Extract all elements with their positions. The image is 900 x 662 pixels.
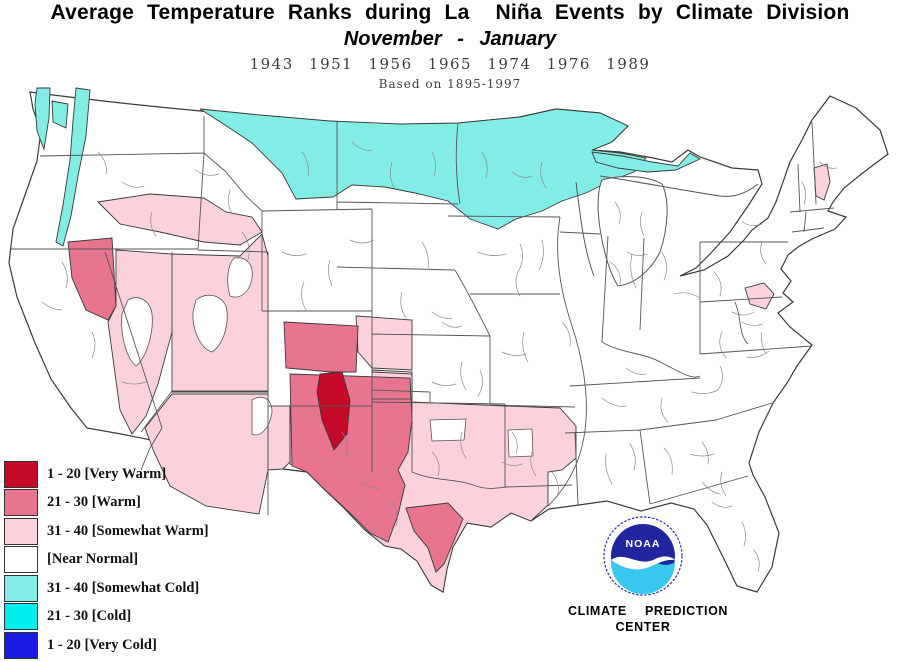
noaa-logo-text: NOAA [626,538,661,550]
region-michigan-up [591,151,701,173]
legend-label: [Near Normal] [47,551,139,568]
legend-label: 21 - 30 [Cold] [47,608,132,625]
legend-label: 21 - 30 [Warm] [47,494,141,511]
region-nm-white-patch [251,396,273,436]
region-utah-white-patch-2 [227,257,253,298]
region-washington-coast [34,87,51,151]
legend-row-warm: 21 - 30 [Warm] [4,489,209,517]
legend-swatch-cold [4,603,38,631]
region-west-central-colorado [283,321,359,373]
region-puget-sound [51,100,69,129]
page-title: Average Temperature Ranks during La Niña… [50,1,850,24]
region-northwest-nevada [67,237,117,321]
legend-swatch-somewhat-cold [4,574,38,602]
legend-row-very-cold: 1 - 20 [Very Cold] [4,632,209,660]
region-nevada-white-patch [121,297,153,367]
noaa-block: NOAA CLIMATE PREDICTION CENTER [568,516,729,635]
division-borders [41,141,837,573]
legend-swatch-somewhat-warm [4,517,38,545]
noaa-logo-icon: NOAA [603,516,683,596]
legend: 1 - 20 [Very Warm] 21 - 30 [Warm] 31 - 4… [4,460,209,661]
legend-row-near-normal: [Near Normal] [4,546,209,574]
region-south-texas-coast [405,502,464,573]
page-subtitle: November - January [343,28,557,50]
legend-label: 31 - 40 [Somewhat Warm] [47,522,209,539]
basis-period: Based on 1895-1997 [378,77,522,91]
legend-swatch-very-cold [4,632,38,660]
legend-row-very-warm: 1 - 20 [Very Warm] [4,460,209,488]
legend-row-somewhat-warm: 31 - 40 [Somewhat Warm] [4,517,209,545]
legend-swatch-near-normal [4,546,38,574]
region-northern-plains [199,108,647,230]
legend-label: 1 - 20 [Very Warm] [47,465,167,482]
lake-michigan-shore [575,175,759,277]
region-ar-white-patch [507,428,534,458]
legend-swatch-very-warm [4,460,38,488]
legend-row-cold: 21 - 30 [Cold] [4,603,209,631]
org-name-line2: CENTER [615,620,671,634]
region-ntx-white-patch [429,418,467,442]
region-arizona [144,393,269,515]
region-utah-white-patch-1 [192,294,228,353]
region-ne-colorado-plains [355,315,413,371]
legend-swatch-warm [4,489,38,517]
region-upper-rio-grande [316,371,351,451]
org-name-line1: CLIMATE PREDICTION [568,604,729,618]
region-new-mexico-west-texas [289,373,413,543]
region-maryland [744,282,775,310]
legend-label: 31 - 40 [Somewhat Cold] [47,579,200,596]
state-borders [11,116,835,515]
la-nina-years: 1943 1951 1956 1965 1974 1976 1989 [249,55,651,73]
region-cascades-strip [55,87,91,247]
legend-label: 1 - 20 [Very Cold] [47,637,157,654]
michigan-mitt [597,176,668,287]
legend-row-somewhat-cold: 31 - 40 [Somewhat Cold] [4,574,209,602]
